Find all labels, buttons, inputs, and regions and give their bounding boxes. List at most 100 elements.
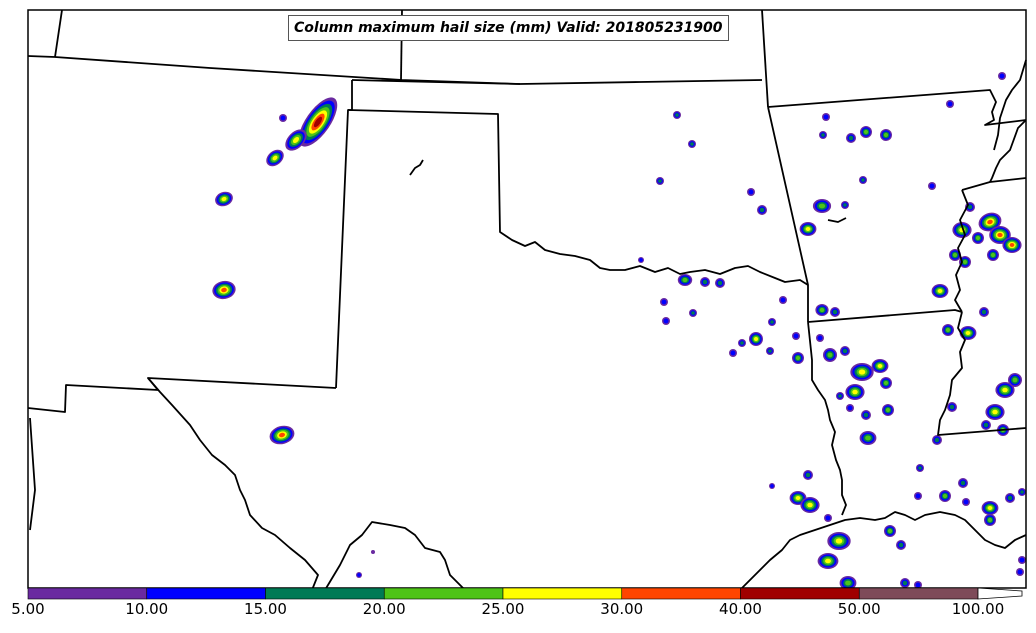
- hail-cell: [995, 382, 1015, 398]
- colorbar-label: 100.00: [951, 600, 1005, 618]
- hail-cell: [1005, 493, 1015, 503]
- hail-cell: [738, 339, 746, 347]
- hail-cell: [356, 572, 362, 578]
- hail-cell: [656, 177, 664, 185]
- border-ms-la: [937, 311, 1027, 436]
- hail-cell: [279, 114, 287, 122]
- hail-swaths: [212, 72, 1026, 590]
- colorbar-label: 25.00: [481, 600, 525, 618]
- border-la-tx: [807, 321, 847, 516]
- hail-cell: [984, 514, 996, 526]
- river-mississippi: [993, 59, 1027, 151]
- hail-cell: [972, 232, 984, 244]
- hail-cell: [827, 532, 851, 550]
- hail-cell: [298, 97, 338, 147]
- hail-cell: [215, 191, 233, 207]
- hail-cell: [861, 410, 871, 420]
- hail-cell: [985, 404, 1005, 420]
- lake-ok: [409, 159, 424, 176]
- colorbar-label: 10.00: [125, 600, 169, 618]
- border-mo-ar: [961, 177, 1027, 191]
- colorbar-bin: [383, 587, 504, 600]
- hail-cell: [819, 131, 827, 139]
- colorbar-label: 50.00: [837, 600, 881, 618]
- hail-cell: [931, 284, 949, 298]
- hail-cell: [978, 212, 1002, 232]
- hail-cell: [947, 402, 957, 412]
- hail-cell: [688, 140, 696, 148]
- colorbar: [27, 587, 1023, 600]
- colorbar-bin: [146, 587, 266, 600]
- border-mo-east: [989, 119, 1027, 183]
- hail-cell: [958, 478, 968, 488]
- hail-cell: [830, 307, 840, 317]
- border-ok-north: [351, 79, 521, 85]
- hail-cell: [792, 332, 800, 340]
- hail-cell: [638, 257, 644, 263]
- border-ok-panhandle: [347, 109, 809, 286]
- hail-cell: [1016, 568, 1024, 576]
- hail-cell: [946, 100, 954, 108]
- hail-cell: [823, 348, 837, 362]
- hail-cell: [817, 553, 839, 569]
- border-nm-co: [27, 55, 56, 58]
- hail-cell: [914, 492, 922, 500]
- colorbar-label: 5.00: [11, 600, 45, 618]
- hail-cell: [959, 326, 977, 340]
- hail-cell: [700, 277, 710, 287]
- hail-cell: [880, 377, 892, 389]
- hail-cell: [749, 332, 763, 346]
- hail-cell: [662, 317, 670, 325]
- hail-cell: [715, 278, 725, 288]
- hail-cell: [747, 188, 755, 196]
- hail-cell: [939, 490, 951, 502]
- border-ia-mo: [761, 9, 769, 108]
- hail-cell: [1002, 237, 1022, 253]
- hail-cell: [371, 550, 375, 554]
- hail-cell: [981, 501, 999, 515]
- hail-cell: [896, 540, 906, 550]
- hail-cell: [799, 222, 817, 236]
- lake-la: [827, 217, 847, 223]
- colorbar-bin: [621, 587, 741, 600]
- hail-cell: [824, 514, 832, 522]
- hail-cell: [789, 491, 807, 505]
- hail-cell: [839, 576, 857, 590]
- hail-cell: [884, 525, 896, 537]
- hail-cell: [757, 205, 767, 215]
- hail-cell: [800, 497, 820, 513]
- border-ar-ms: [954, 189, 969, 313]
- border-ar-la: [807, 309, 963, 323]
- colorbar-bin: [265, 587, 385, 600]
- colorbar-bin: [858, 587, 979, 600]
- border-ok-ar: [767, 106, 809, 322]
- border-mexico-east: [324, 521, 466, 591]
- colorbar-bin: [502, 587, 623, 600]
- hail-cell: [812, 199, 832, 213]
- colorbar-label: 30.00: [600, 600, 644, 618]
- border-west-az: [29, 417, 36, 531]
- colorbar-label: 20.00: [362, 600, 406, 618]
- hail-cell: [803, 470, 813, 480]
- hail-cell: [952, 222, 972, 238]
- hail-cell: [928, 182, 936, 190]
- hail-cell: [860, 126, 872, 138]
- border-tx-mexico: [147, 377, 319, 591]
- hail-cell: [981, 420, 991, 430]
- state-borders: [27, 9, 1027, 591]
- hail-cell: [850, 363, 874, 381]
- hail-cell: [660, 298, 668, 306]
- hail-cell: [266, 149, 284, 167]
- colorbar-label: 15.00: [244, 600, 287, 618]
- hail-cell: [882, 404, 894, 416]
- hail-cell: [900, 578, 910, 588]
- hail-cell: [729, 349, 737, 357]
- border-tx-nm: [27, 377, 337, 413]
- hail-cell: [845, 384, 865, 400]
- hail-cell: [1018, 556, 1026, 564]
- hail-cell: [942, 324, 954, 336]
- hail-cell: [840, 346, 850, 356]
- hail-cell: [768, 318, 776, 326]
- hail-cell: [269, 425, 295, 445]
